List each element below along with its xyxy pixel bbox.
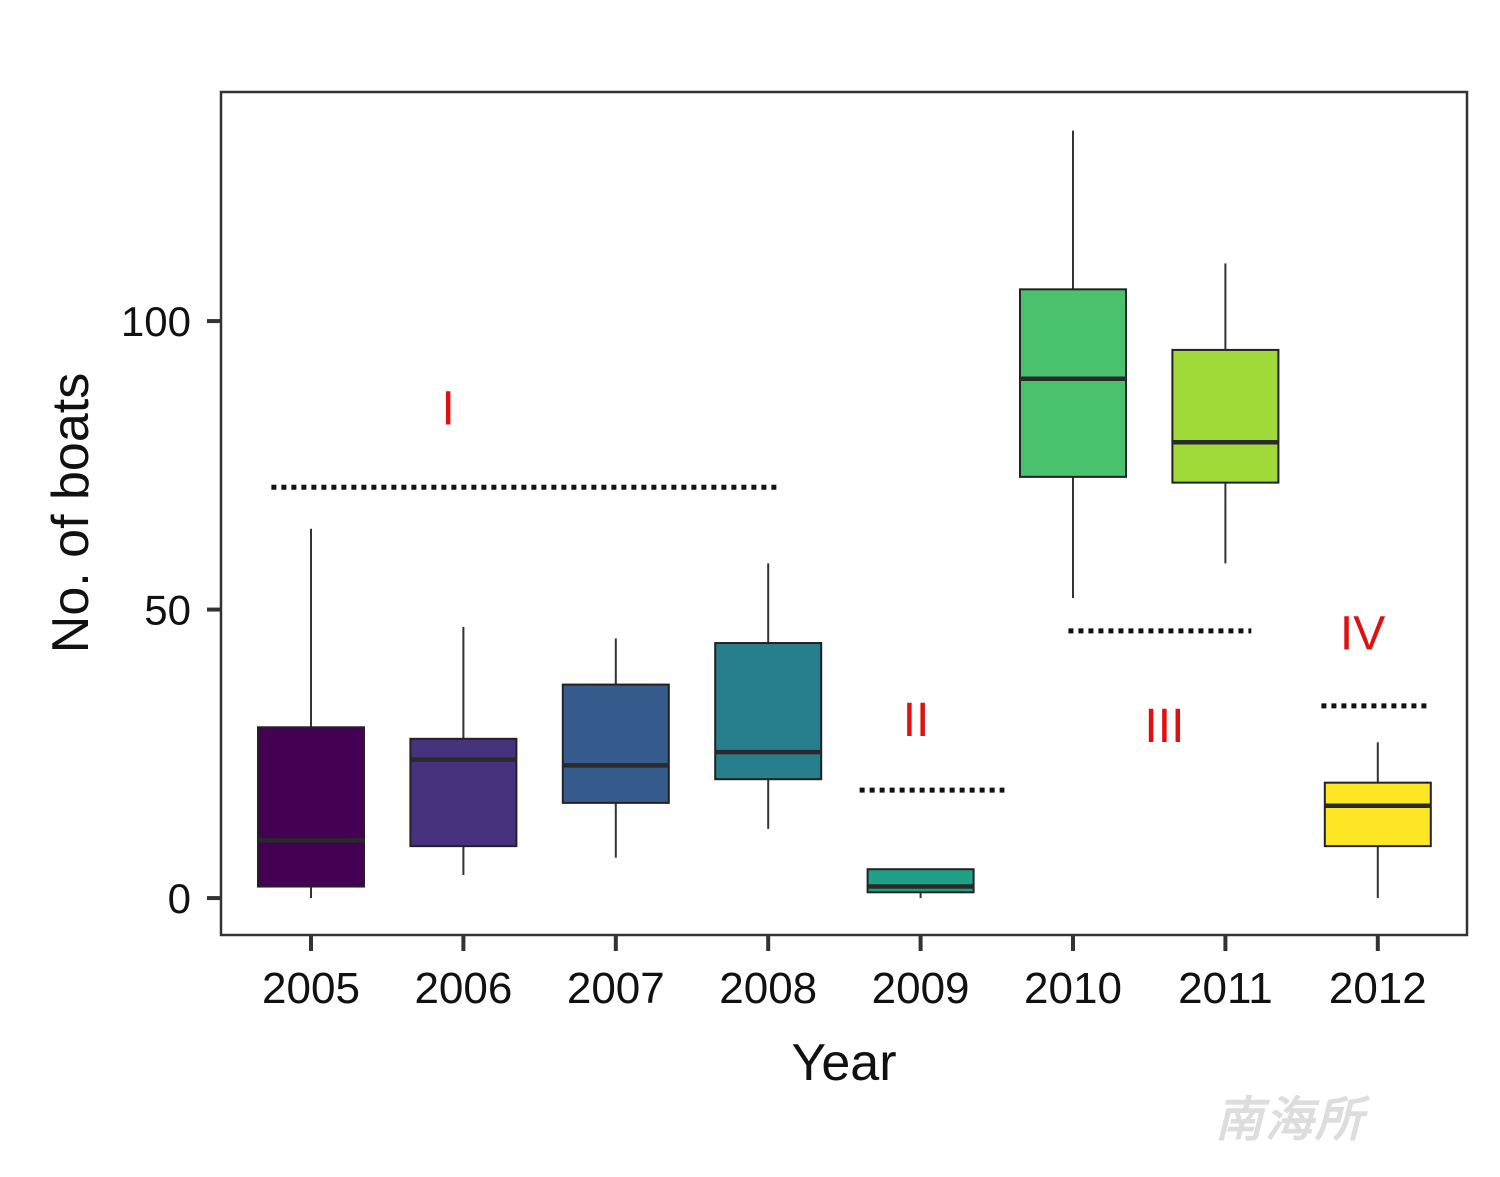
x-tick-label: 2010 — [1024, 964, 1122, 1013]
box-2005 — [257, 726, 365, 888]
x-tick-label: 2007 — [567, 964, 665, 1013]
group-label: III — [1144, 700, 1184, 753]
x-tick-label: 2012 — [1329, 964, 1427, 1013]
x-tick-label: 2011 — [1178, 964, 1273, 1013]
box-2007 — [561, 683, 670, 804]
group-label: II — [903, 694, 930, 747]
x-axis-title: Year — [791, 1034, 896, 1092]
watermark: 南海所 — [1215, 1094, 1366, 1147]
box-2008 — [714, 642, 823, 781]
group-label: IV — [1340, 608, 1385, 661]
y-tick-label: 0 — [168, 875, 191, 922]
plot-panel — [219, 90, 1469, 937]
y-tick-label: 100 — [121, 298, 191, 345]
group-label: I — [441, 383, 454, 436]
y-tick-label: 50 — [144, 587, 191, 634]
box-2011 — [1171, 348, 1280, 484]
x-tick-label: 2009 — [872, 964, 970, 1013]
x-tick-label: 2005 — [262, 964, 360, 1013]
box-2009 — [866, 868, 975, 894]
y-axis-title: No. of boats — [42, 373, 100, 653]
x-tick-label: 2008 — [719, 964, 817, 1013]
box-2010 — [1019, 288, 1127, 478]
x-tick-label: 2006 — [414, 964, 512, 1013]
box-2006 — [409, 737, 518, 848]
box-2012 — [1323, 781, 1432, 848]
